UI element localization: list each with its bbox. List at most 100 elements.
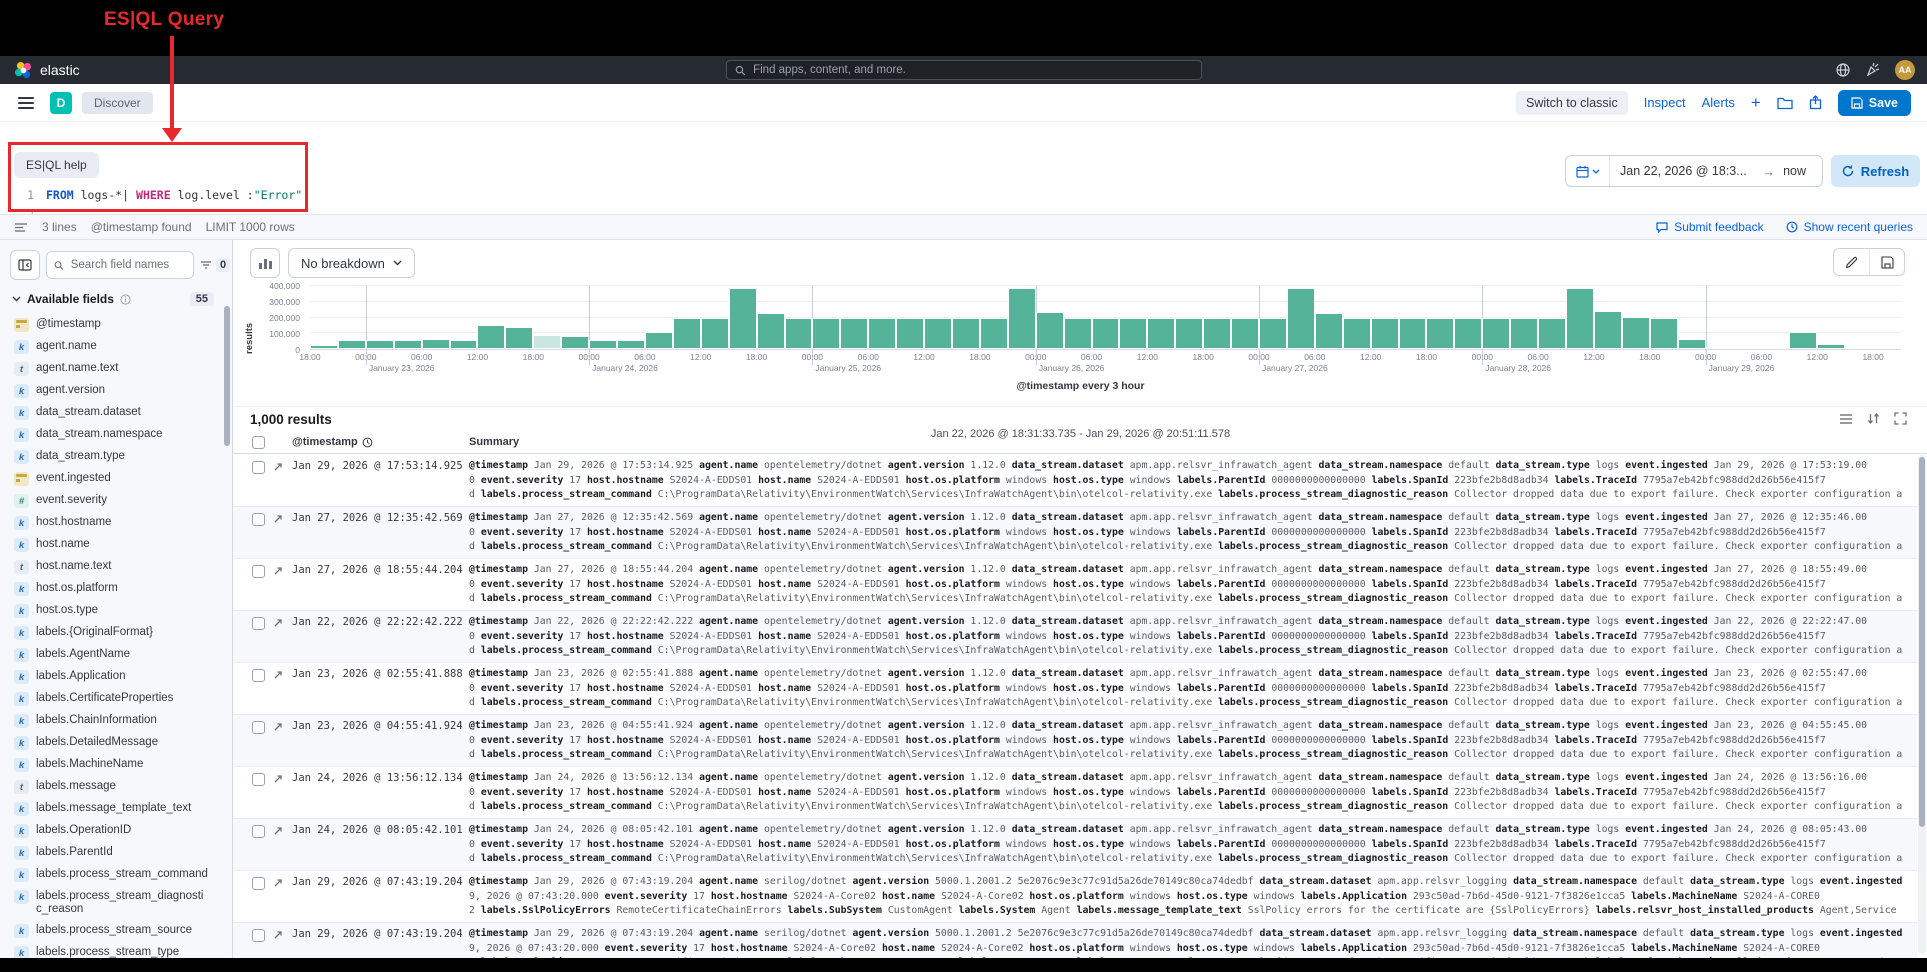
field-search-input[interactable]	[68, 258, 186, 272]
field-item[interactable]: k agent.version	[0, 380, 226, 402]
expand-row-button[interactable]	[273, 826, 283, 836]
esql-query-line[interactable]: 1 FROM logs-*| WHERE log.level :"Error"	[20, 188, 302, 202]
expand-row-button[interactable]	[273, 462, 283, 472]
field-item[interactable]: @timestamp	[0, 314, 226, 336]
row-density-icon[interactable]	[1839, 413, 1853, 425]
field-item[interactable]: k data_stream.type	[0, 446, 226, 468]
histogram-bar[interactable]	[1482, 317, 1511, 349]
histogram-bar[interactable]	[1007, 287, 1036, 349]
field-item[interactable]: t agent.name.text	[0, 358, 226, 380]
refresh-button[interactable]: Refresh	[1831, 155, 1920, 187]
edit-visualization-button[interactable]	[1834, 249, 1869, 275]
field-item[interactable]: k host.hostname	[0, 512, 226, 534]
field-item[interactable]: # event.severity	[0, 490, 226, 512]
histogram-bar[interactable]	[589, 340, 618, 349]
histogram-bar[interactable]	[1119, 317, 1148, 349]
histogram-bar[interactable]	[1370, 317, 1399, 349]
histogram-bar[interactable]	[393, 340, 422, 349]
field-item[interactable]: k labels.process_stream_command	[0, 864, 226, 886]
histogram-bar[interactable]	[449, 339, 478, 349]
field-item[interactable]: event.ingested	[0, 468, 226, 490]
histogram-bar[interactable]	[617, 339, 645, 349]
editor-lines-icon[interactable]	[14, 222, 28, 233]
expand-row-button[interactable]	[273, 774, 283, 784]
histogram-bar[interactable]	[505, 326, 534, 349]
show-recent-queries-link[interactable]: Show recent queries	[1786, 220, 1913, 234]
expand-row-button[interactable]	[273, 930, 283, 940]
switch-to-classic-button[interactable]: Switch to classic	[1516, 90, 1628, 115]
date-range-start[interactable]: Jan 22, 2026 @ 18:3...	[1620, 164, 1747, 178]
histogram-bar[interactable]	[1147, 317, 1176, 349]
field-item[interactable]: k labels.OperationID	[0, 820, 226, 842]
histogram-bar[interactable]	[896, 317, 925, 349]
histogram-bar[interactable]	[1649, 317, 1678, 349]
globe-icon[interactable]	[1835, 62, 1851, 78]
info-icon[interactable]	[120, 293, 131, 305]
histogram-bar[interactable]	[1733, 347, 1762, 349]
row-checkbox[interactable]	[252, 565, 265, 578]
histogram-bar[interactable]	[421, 338, 450, 349]
histogram-bar[interactable]	[365, 339, 394, 349]
field-item[interactable]: k labels.AgentName	[0, 644, 226, 666]
expand-row-button[interactable]	[273, 566, 283, 576]
sort-fields-icon[interactable]	[1867, 412, 1880, 425]
row-checkbox[interactable]	[252, 929, 265, 942]
inspect-button[interactable]: Inspect	[1643, 95, 1686, 110]
grid-scrollbar[interactable]	[1918, 455, 1926, 954]
histogram-bar[interactable]	[1510, 317, 1539, 349]
save-visualization-button[interactable]	[1869, 249, 1904, 275]
row-checkbox[interactable]	[252, 461, 265, 474]
histogram-bar[interactable]	[840, 317, 869, 349]
histogram-bar[interactable]	[1873, 347, 1901, 349]
timestamp-column-header[interactable]: @timestamp	[292, 436, 373, 448]
expand-row-button[interactable]	[273, 618, 283, 628]
histogram-bar[interactable]	[1789, 331, 1818, 349]
expand-row-button[interactable]	[273, 722, 283, 732]
summary-column-header[interactable]: Summary	[469, 436, 520, 448]
field-item[interactable]: k labels.MachineName	[0, 754, 226, 776]
field-item[interactable]: k data_stream.dataset	[0, 402, 226, 424]
field-item[interactable]: k labels.ParentId	[0, 842, 226, 864]
histogram-bar[interactable]	[812, 317, 841, 349]
histogram-bar[interactable]	[868, 317, 897, 349]
row-checkbox[interactable]	[252, 669, 265, 682]
esql-help-button[interactable]: ES|QL help	[14, 152, 99, 178]
row-checkbox[interactable]	[252, 877, 265, 890]
submit-feedback-link[interactable]: Submit feedback	[1656, 220, 1764, 234]
field-item[interactable]: k host.name	[0, 534, 226, 556]
row-checkbox[interactable]	[252, 773, 265, 786]
row-checkbox[interactable]	[252, 513, 265, 526]
field-item[interactable]: k labels.ChainInformation	[0, 710, 226, 732]
fullscreen-icon[interactable]	[1894, 412, 1907, 425]
sidebar-scrollbar[interactable]	[224, 306, 230, 446]
field-item[interactable]: t labels.message	[0, 776, 226, 798]
field-item[interactable]: k labels.process_stream_type	[0, 942, 226, 958]
histogram-bar[interactable]	[1203, 317, 1232, 349]
histogram-bar[interactable]	[1705, 347, 1734, 349]
available-fields-header[interactable]: Available fields 55	[12, 292, 222, 306]
field-item[interactable]: t host.name.text	[0, 556, 226, 578]
row-checkbox[interactable]	[252, 825, 265, 838]
row-checkbox[interactable]	[252, 617, 265, 630]
histogram-bar[interactable]	[1175, 317, 1204, 349]
field-item[interactable]: k labels.DetailedMessage	[0, 732, 226, 754]
row-checkbox[interactable]	[252, 721, 265, 734]
date-picker-calendar-button[interactable]	[1566, 156, 1610, 186]
histogram-bar[interactable]	[951, 317, 980, 349]
histogram-bar[interactable]	[1621, 316, 1650, 349]
field-item[interactable]: k agent.name	[0, 336, 226, 358]
field-item[interactable]: k labels.process_stream_source	[0, 920, 226, 942]
histogram-bar[interactable]	[756, 312, 785, 349]
breakdown-selector[interactable]: No breakdown	[288, 248, 415, 278]
date-range-end[interactable]: now	[1783, 164, 1806, 178]
elastic-logo[interactable]: elastic	[14, 61, 80, 80]
field-filter-button[interactable]: 0	[200, 258, 231, 272]
histogram-bar[interactable]	[1677, 338, 1706, 349]
histogram-bar[interactable]	[1454, 317, 1483, 349]
field-item[interactable]: k labels.Application	[0, 666, 226, 688]
histogram-bar[interactable]	[1845, 347, 1874, 349]
histogram-bar[interactable]	[1566, 287, 1594, 349]
histogram-bar[interactable]	[533, 334, 562, 349]
field-search[interactable]	[46, 251, 194, 279]
field-item[interactable]: k labels.{OriginalFormat}	[0, 622, 226, 644]
